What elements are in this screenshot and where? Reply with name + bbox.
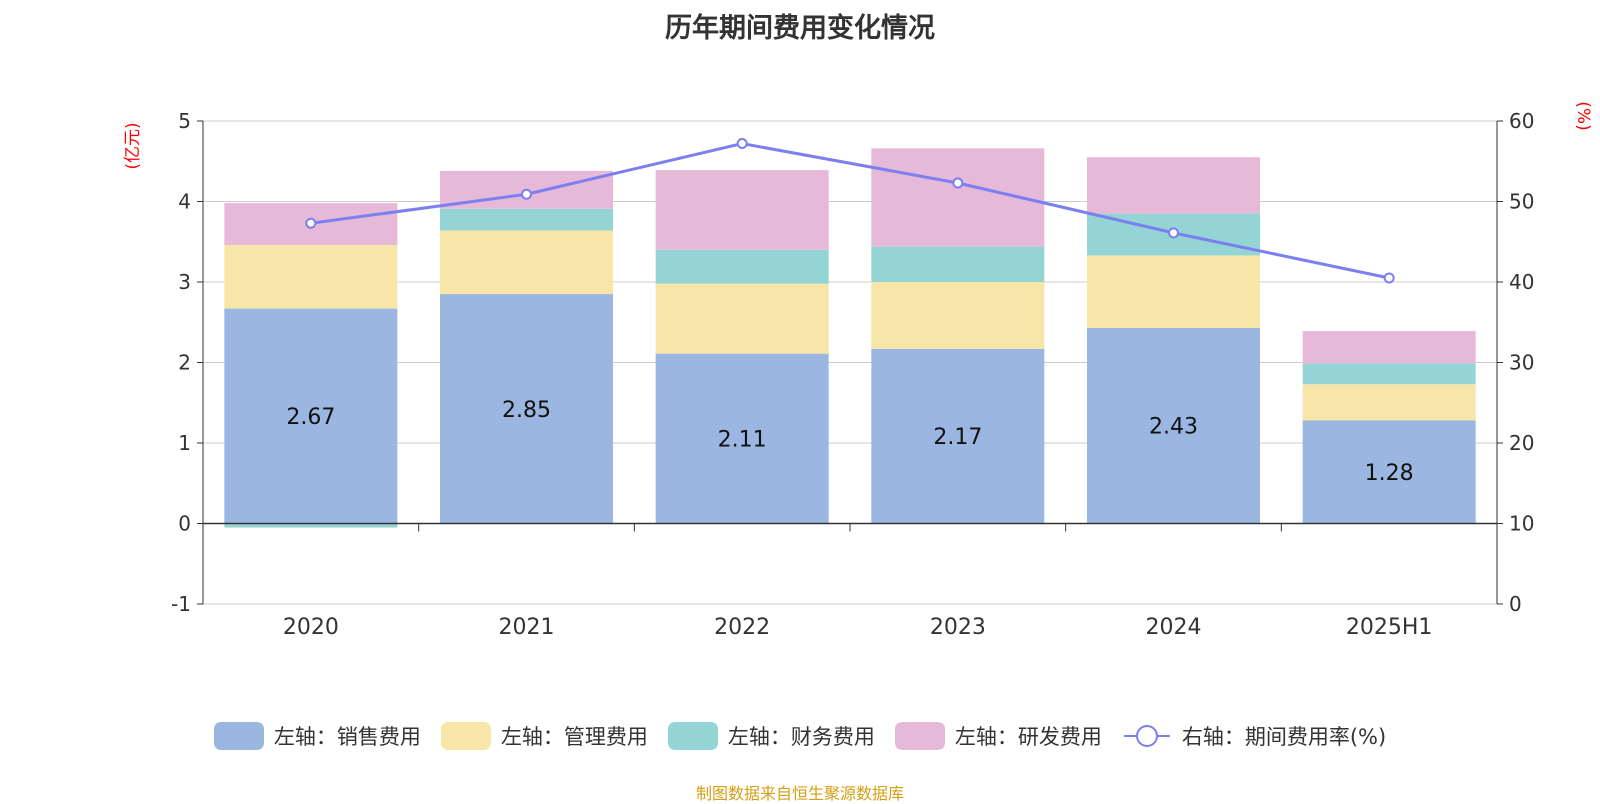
right-axis-tick-label: 10 [1509,512,1534,536]
sales-value-label: 2.85 [502,398,551,423]
bar-segment-admin [655,283,829,354]
category-label: 2020 [283,615,339,640]
category-label: 2025H1 [1346,615,1433,640]
bars [224,148,1476,528]
right-axis-tick-label: 30 [1509,351,1534,375]
legend-item[interactable]: 左轴：财务费用 [667,721,875,751]
sales-value-label: 2.17 [933,425,982,450]
bar-segment-finance [871,246,1045,282]
category-label: 2023 [930,615,986,640]
left-axis-tick-label: 3 [178,270,191,294]
bar-segment-sales [224,308,398,524]
legend-label: 左轴：财务费用 [727,725,875,749]
bar-segment-finance [440,208,613,231]
bar-segment-admin [871,282,1045,349]
right-axis-tick-label: 40 [1509,270,1534,294]
rate-point [305,217,317,229]
left-axis-tick-label: 4 [178,190,191,214]
sales-value-label: 2.11 [718,428,767,453]
right-axis-tick-label: 50 [1509,190,1534,214]
legend-color-swatch [440,722,491,750]
bar-segment-sales [1302,420,1476,524]
chart-title: 历年期间费用变化情况 [665,13,935,44]
bar-segment-admin [1087,255,1260,328]
bar-segment-admin [440,230,613,295]
data-labels: 2.67 2.85 2.11 2.17 2.43 1.28 [286,398,1413,486]
bar-segment-rd [655,170,829,250]
legend-label: 右轴：期间费用率(%) [1181,725,1387,749]
left-axis-tick-label: 5 [178,109,191,133]
sales-value-label: 2.43 [1149,415,1198,440]
left-axis-unit: (亿元) [123,122,143,169]
right-axis-tick-label: 0 [1509,592,1522,616]
rate-point [952,177,964,189]
category-label: 2024 [1146,615,1202,640]
rate-point [1383,272,1395,284]
legend-label: 左轴：研发费用 [954,725,1102,749]
bar-segment-rd [1302,331,1476,364]
left-axis-tick-label: 0 [178,512,191,536]
legend: 左轴：销售费用 左轴：管理费用 左轴：财务费用 左轴：研发费用 右轴：期间费用率(%) [0,721,1600,751]
bar-segment-sales [1087,327,1260,524]
rate-point [521,188,532,200]
legend-line-swatch-icon [1123,725,1170,747]
category-label: 2021 [499,615,555,640]
legend-color-swatch [667,722,718,750]
legend-label: 左轴：管理费用 [500,725,648,749]
right-axis-unit: (%) [1573,101,1593,130]
bar-segment-finance [655,249,829,284]
source-note: 制图数据来自恒生聚源数据库 [695,784,904,803]
right-axis-tick-label: 20 [1509,431,1534,455]
legend-label: 左轴：销售费用 [273,725,421,749]
legend-item[interactable]: 左轴：销售费用 [213,721,421,751]
legend-item[interactable]: 右轴：期间费用率(%) [1122,721,1386,751]
legend-color-swatch [213,722,264,750]
bar-segment-admin [1302,384,1476,421]
rate-line [310,142,1390,280]
left-axis-tick-label: -1 [171,592,191,616]
rate-point [736,138,748,150]
bar-segment-admin [224,244,398,309]
bar-segment-sales [440,294,613,524]
bar-segment-finance [224,523,398,528]
bar-segment-sales [655,353,829,524]
sales-value-label: 2.67 [286,405,335,430]
right-axis-tick-label: 60 [1509,109,1534,133]
legend-item[interactable]: 左轴：管理费用 [440,721,648,751]
legend-item[interactable]: 左轴：研发费用 [894,721,1102,751]
legend-color-swatch [894,722,945,750]
bar-segment-sales [871,348,1045,524]
bar-segment-finance [1302,363,1476,385]
bar-segment-rd [1087,157,1260,214]
left-axis-tick-label: 2 [178,351,191,375]
category-label: 2022 [714,615,770,640]
sales-value-label: 1.28 [1365,461,1414,486]
rate-point [1168,227,1179,239]
rate-line-layer [305,138,1395,284]
left-axis-tick-label: 1 [178,431,191,455]
